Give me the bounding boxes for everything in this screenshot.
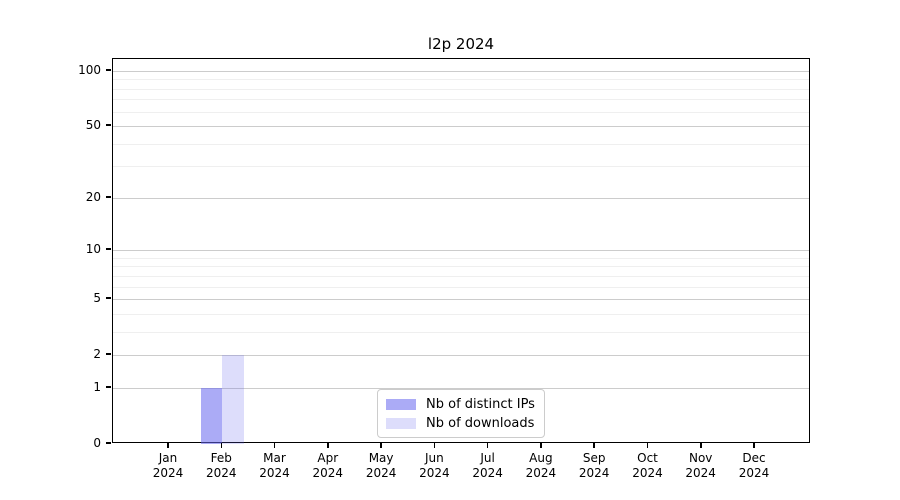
x-tick-label: Aug 2024 — [509, 451, 573, 481]
x-tick-month: Apr — [317, 451, 339, 465]
gridline-major — [113, 299, 809, 301]
x-tick-label: Sep 2024 — [562, 451, 626, 481]
x-tick-year: 2024 — [206, 466, 237, 480]
y-tick-mark — [106, 386, 111, 388]
x-tick-year: 2024 — [525, 466, 557, 480]
gridline-minor — [113, 143, 809, 145]
legend: Nb of distinct IPs Nb of downloads — [377, 389, 545, 438]
y-tick-label: 0 — [93, 436, 101, 450]
x-tick-month: Jul — [480, 451, 495, 465]
gridline-minor — [113, 331, 809, 333]
gridline-minor — [113, 275, 809, 277]
x-tick-year: 2024 — [578, 466, 610, 480]
x-tick-mark — [753, 443, 755, 448]
x-tick-mark — [700, 443, 702, 448]
y-tick-label: 10 — [85, 242, 101, 257]
x-tick-year: 2024 — [419, 466, 450, 480]
y-tick-label: 1 — [93, 380, 101, 394]
gridline-minor — [113, 166, 809, 168]
x-tick-month: Feb — [210, 451, 232, 465]
y-tick-label: 5 — [93, 291, 101, 306]
x-tick-label: Oct 2024 — [616, 451, 680, 481]
gridline-minor — [113, 286, 809, 288]
y-tick-label: 50 — [85, 118, 101, 133]
y-tick-mark — [106, 124, 111, 126]
y-tick-mark — [106, 196, 111, 198]
x-tick-year: 2024 — [312, 466, 344, 480]
x-tick-month: Jan — [158, 451, 178, 465]
x-tick-label: Feb 2024 — [189, 451, 253, 481]
gridline-major — [113, 197, 809, 199]
y-tick-label: 20 — [85, 189, 101, 204]
y-tick-label: 100 — [78, 62, 101, 77]
y-tick-mark — [106, 297, 111, 299]
x-tick-label: Nov 2024 — [669, 451, 733, 481]
x-tick-label: Mar 2024 — [243, 451, 307, 481]
gridline-major — [113, 250, 809, 252]
y-tick-mark — [106, 248, 111, 250]
gridline-minor — [113, 257, 809, 259]
legend-row: Nb of downloads — [386, 416, 536, 431]
x-tick-month: Aug — [529, 451, 553, 465]
x-tick-month: May — [368, 451, 394, 465]
x-tick-year: 2024 — [472, 466, 503, 480]
gridline-minor — [113, 266, 809, 268]
legend-label: Nb of downloads — [426, 415, 535, 431]
gridline-major — [113, 70, 809, 72]
x-tick-month: Sep — [582, 451, 606, 465]
y-tick-label: 2 — [93, 347, 101, 362]
x-tick-mark — [380, 443, 382, 448]
gridline-minor — [113, 111, 809, 113]
y-tick-mark — [106, 442, 111, 444]
gridline-minor — [113, 79, 809, 81]
x-tick-year: 2024 — [632, 466, 663, 480]
gridline-minor — [113, 313, 809, 315]
x-tick-mark — [327, 443, 329, 448]
x-tick-mark — [593, 443, 595, 448]
gridline-major — [113, 355, 809, 357]
x-tick-mark — [220, 443, 222, 448]
x-tick-mark — [167, 443, 169, 448]
x-tick-mark — [273, 443, 276, 448]
x-tick-month: Jun — [425, 451, 444, 465]
gridline-minor — [113, 88, 809, 90]
bar-feb-series1 — [222, 355, 244, 444]
legend-row: Nb of distinct IPs — [386, 397, 536, 412]
x-tick-label: Jan 2024 — [136, 451, 200, 481]
x-tick-year: 2024 — [259, 466, 290, 480]
x-tick-mark — [540, 443, 542, 448]
x-tick-month: Dec — [742, 451, 766, 465]
legend-swatch — [386, 417, 416, 429]
x-tick-mark — [646, 443, 649, 448]
y-tick-mark — [106, 69, 111, 71]
x-tick-month: Mar — [263, 451, 286, 465]
x-tick-label: Jul 2024 — [456, 451, 520, 481]
x-tick-label: Jun 2024 — [402, 451, 466, 481]
legend-label: Nb of distinct IPs — [426, 396, 535, 412]
x-tick-label: Apr 2024 — [296, 451, 360, 481]
gridline-minor — [113, 99, 809, 101]
x-tick-month: Nov — [688, 451, 713, 465]
gridline-major — [113, 126, 809, 128]
y-tick-mark — [106, 353, 111, 355]
gridline-major — [113, 388, 809, 389]
x-tick-mark — [433, 443, 436, 448]
legend-swatch — [386, 398, 416, 410]
bar-feb-series0 — [200, 388, 223, 444]
chart-title: l2p 2024 — [427, 35, 495, 53]
plot-area — [112, 58, 810, 444]
x-tick-year: 2024 — [365, 466, 397, 480]
x-tick-year: 2024 — [685, 466, 716, 480]
x-tick-year: 2024 — [152, 466, 184, 480]
x-tick-mark — [486, 443, 489, 448]
x-tick-label: May 2024 — [349, 451, 413, 481]
x-tick-month: Oct — [637, 451, 658, 465]
x-tick-year: 2024 — [738, 466, 770, 480]
x-tick-label: Dec 2024 — [722, 451, 786, 481]
